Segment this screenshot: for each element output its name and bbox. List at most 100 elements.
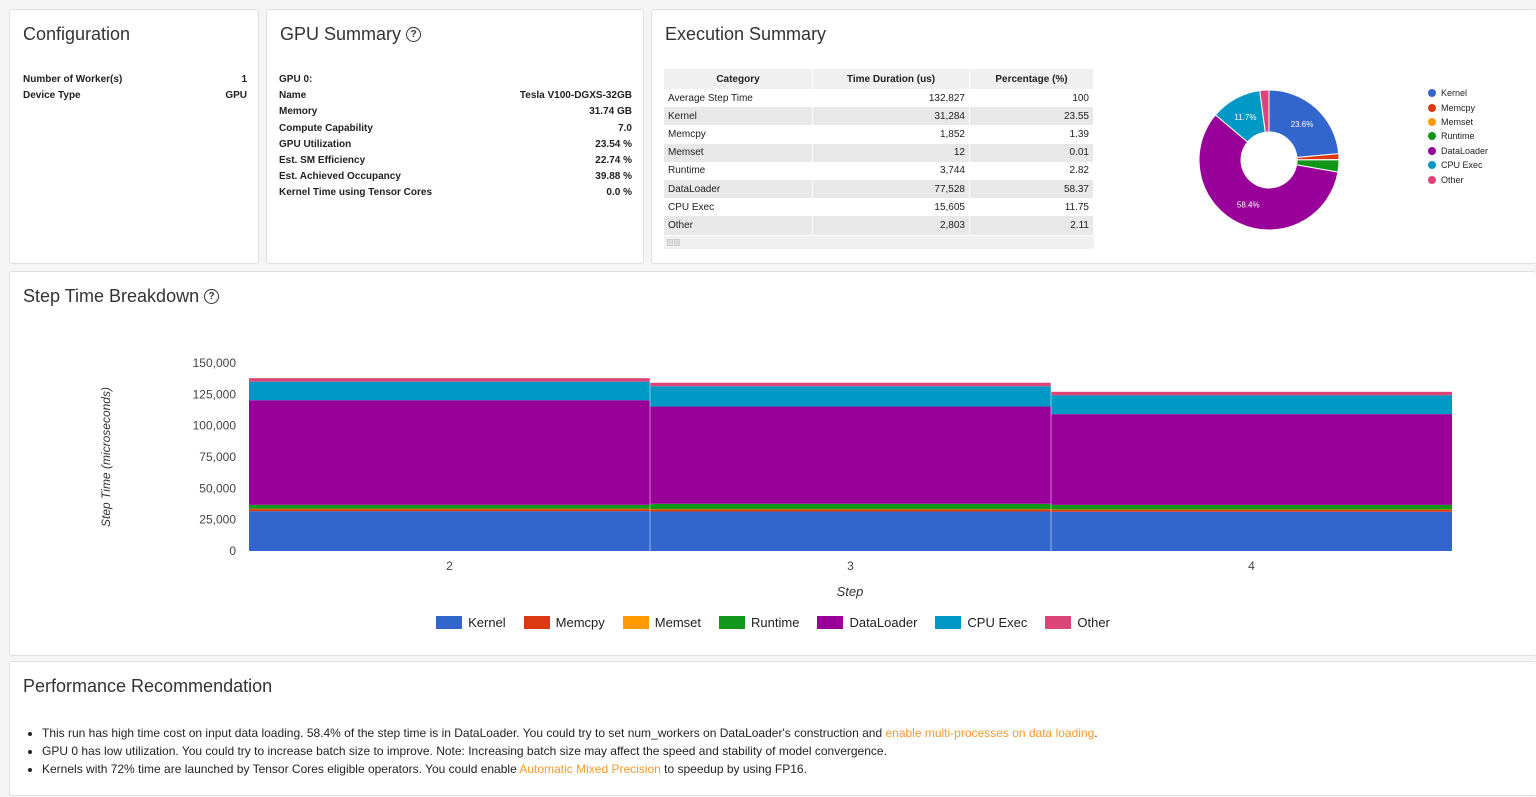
legend-swatch bbox=[523, 616, 550, 629]
area-segment-dataloader[interactable] bbox=[1051, 414, 1452, 505]
step-time-chart: 0 25,000 50,000 75,000 100,000 125,000 150,000… bbox=[99, 355, 1452, 599]
table-row[interactable]: Runtime 3,744 2.82 bbox=[664, 161, 1094, 180]
column-header[interactable]: Percentage (%) bbox=[969, 69, 1094, 89]
table-cell-category: Kernel bbox=[664, 107, 813, 126]
table-cell-percentage: 2.11 bbox=[969, 216, 1094, 235]
area-segment-memcpy[interactable] bbox=[650, 509, 1051, 512]
area-segment-other[interactable] bbox=[249, 378, 650, 382]
recommendation-text: This run has high time cost on input dat… bbox=[42, 726, 886, 740]
configuration-card: Configuration Number of Worker(s) 1 Devic… bbox=[9, 9, 259, 264]
area-segment-kernel[interactable] bbox=[650, 511, 1051, 551]
area-segment-other[interactable] bbox=[650, 382, 1051, 387]
area-segment-cpu-exec[interactable] bbox=[650, 386, 1051, 407]
gpu-row: Name Tesla V100-DGXS-32GB bbox=[279, 88, 632, 104]
scroll-left-icon[interactable] bbox=[667, 239, 673, 246]
legend-label: Memset bbox=[654, 615, 702, 630]
config-row: Number of Worker(s) 1 bbox=[23, 72, 247, 88]
legend-label: Runtime bbox=[751, 615, 800, 630]
gpu-value: 39.88 % bbox=[595, 171, 632, 183]
x-tick-label: 2 bbox=[446, 559, 453, 573]
legend-item[interactable]: Runtime bbox=[1428, 129, 1488, 143]
gpu-value: 31.74 GB bbox=[589, 106, 632, 118]
column-header[interactable]: Time Duration (us) bbox=[812, 69, 970, 89]
chart-legend: Kernel Memcpy Memset Runtime DataLoader CPU E… bbox=[10, 615, 1536, 630]
chart-legend-item[interactable]: Kernel bbox=[436, 615, 506, 630]
legend-label: Other bbox=[1441, 174, 1464, 185]
pie-slice-label: 23.6% bbox=[1291, 120, 1314, 129]
scroll-right-icon[interactable] bbox=[674, 239, 680, 246]
area-segment-dataloader[interactable] bbox=[249, 400, 650, 505]
config-value: 1 bbox=[241, 74, 247, 85]
area-segment-runtime[interactable] bbox=[1051, 504, 1452, 510]
table-row[interactable]: Memset 12 0.01 bbox=[664, 143, 1094, 162]
table-row[interactable]: Other 2,803 2.11 bbox=[664, 216, 1094, 235]
y-tick-label: 150,000 bbox=[193, 356, 237, 370]
pie-slice[interactable] bbox=[1268, 89, 1340, 158]
area-segment-runtime[interactable] bbox=[650, 503, 1051, 510]
legend-swatch bbox=[622, 616, 649, 629]
table-row[interactable]: Kernel 31,284 23.55 bbox=[664, 107, 1094, 126]
help-circle-icon[interactable]: ? bbox=[406, 27, 422, 42]
gpu-row: Compute Capability 7.0 bbox=[279, 121, 632, 137]
legend-dot bbox=[1428, 117, 1436, 126]
chart-legend-item[interactable]: Memset bbox=[622, 615, 702, 630]
recommendation-link[interactable]: Automatic Mixed Precision bbox=[519, 762, 661, 777]
recommendation-text: GPU 0 has low utilization. You could try… bbox=[42, 744, 887, 759]
column-header[interactable]: Category bbox=[664, 69, 813, 89]
table-cell-duration: 31,284 bbox=[812, 107, 970, 126]
gpu-summary-list: GPU 0: Name Tesla V100-DGXS-32GB Memory 31… bbox=[279, 72, 632, 202]
pie-slice[interactable] bbox=[1198, 114, 1339, 231]
area-segment-memcpy[interactable] bbox=[249, 508, 650, 512]
table-cell-category: Other bbox=[664, 216, 813, 235]
help-circle-icon[interactable]: ? bbox=[204, 289, 220, 304]
table-cell-duration: 77,528 bbox=[812, 179, 970, 199]
area-segment-cpu-exec[interactable] bbox=[249, 381, 650, 401]
chart-legend-item[interactable]: Other bbox=[1045, 615, 1110, 630]
area-segment-memset[interactable] bbox=[1051, 509, 1452, 510]
area-segment-other[interactable] bbox=[1051, 391, 1452, 396]
legend-label: DataLoader bbox=[849, 615, 918, 630]
pie-slice[interactable] bbox=[1259, 89, 1270, 133]
area-segment-memset[interactable] bbox=[650, 509, 1051, 510]
legend-item[interactable]: DataLoader bbox=[1428, 144, 1488, 158]
gpu-label: GPU Utilization bbox=[279, 138, 352, 150]
legend-dot bbox=[1428, 146, 1436, 155]
gpu-summary-title-text: GPU Summary bbox=[280, 24, 402, 44]
chart-legend-item[interactable]: CPU Exec bbox=[935, 615, 1027, 630]
legend-item[interactable]: CPU Exec bbox=[1428, 158, 1488, 172]
area-segment-cpu-exec[interactable] bbox=[1051, 395, 1452, 415]
legend-item[interactable]: Memset bbox=[1428, 115, 1488, 129]
gpu-value: 22.74 % bbox=[595, 154, 632, 166]
area-segment-runtime[interactable] bbox=[249, 504, 650, 509]
table-scrollbar[interactable] bbox=[664, 236, 1094, 249]
chart-legend-item[interactable]: DataLoader bbox=[817, 615, 917, 630]
performance-recommendation-title: Performance Recommendation bbox=[23, 676, 273, 696]
step-time-title: Step Time Breakdown ? bbox=[23, 286, 220, 307]
area-segment-memcpy[interactable] bbox=[1051, 509, 1452, 512]
table-cell-percentage: 11.75 bbox=[969, 198, 1094, 217]
y-tick-label: 100,000 bbox=[193, 419, 237, 433]
chart-legend-item[interactable]: Runtime bbox=[719, 615, 799, 630]
table-cell-percentage: 1.39 bbox=[969, 125, 1094, 144]
area-segment-dataloader[interactable] bbox=[650, 406, 1051, 504]
chart-legend-item[interactable]: Memcpy bbox=[523, 615, 605, 630]
y-tick-label: 0 bbox=[229, 544, 236, 558]
table-row[interactable]: Average Step Time 132,827 100 bbox=[664, 89, 1094, 108]
area-segment-memset[interactable] bbox=[249, 508, 650, 510]
legend-item[interactable]: Other bbox=[1428, 172, 1488, 186]
table-row[interactable]: CPU Exec 15,605 11.75 bbox=[664, 198, 1094, 217]
area-segment-kernel[interactable] bbox=[249, 511, 650, 551]
legend-item[interactable]: Kernel bbox=[1428, 86, 1488, 100]
execution-summary-table: Category Time Duration (us) Percentage (… bbox=[664, 69, 1094, 235]
legend-swatch bbox=[1045, 616, 1072, 629]
table-row[interactable]: Memcpy 1,852 1.39 bbox=[664, 125, 1094, 144]
recommendation-link[interactable]: enable multi-processes on data loading bbox=[885, 726, 1095, 740]
recommendation-text: Kernels with 72% time are launched by Te… bbox=[42, 762, 520, 777]
legend-item[interactable]: Memcpy bbox=[1428, 100, 1488, 114]
gpu-row: Est. SM Efficiency 22.74 % bbox=[279, 153, 632, 169]
legend-label: Kernel bbox=[1441, 88, 1468, 99]
config-value: GPU bbox=[225, 90, 247, 102]
table-row[interactable]: DataLoader 77,528 58.37 bbox=[664, 179, 1094, 199]
table-cell-category: Average Step Time bbox=[664, 89, 813, 108]
area-segment-kernel[interactable] bbox=[1051, 511, 1452, 551]
